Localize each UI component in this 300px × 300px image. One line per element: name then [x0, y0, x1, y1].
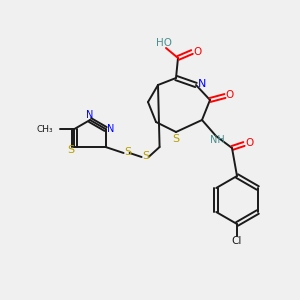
Text: N: N	[198, 79, 206, 89]
Text: S: S	[142, 151, 149, 161]
Text: S: S	[124, 147, 131, 157]
Text: N: N	[107, 124, 114, 134]
Text: Cl: Cl	[232, 236, 242, 246]
Text: NH: NH	[210, 135, 224, 145]
Text: CH₃: CH₃	[37, 124, 53, 134]
Text: S: S	[172, 134, 180, 144]
Text: S: S	[67, 145, 74, 155]
Text: O: O	[193, 47, 201, 57]
Text: HO: HO	[156, 38, 172, 48]
Text: N: N	[86, 110, 94, 120]
Text: O: O	[245, 138, 253, 148]
Text: O: O	[226, 90, 234, 100]
